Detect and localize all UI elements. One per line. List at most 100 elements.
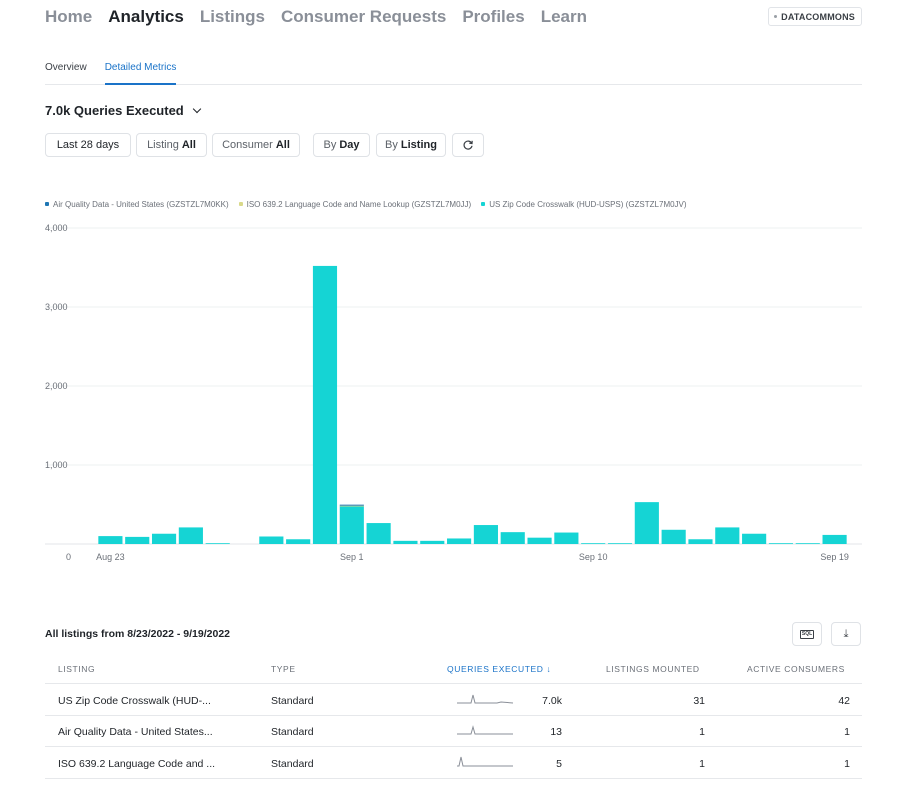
bar[interactable] <box>795 543 820 545</box>
date-range-button[interactable]: Last 28 days <box>45 133 131 157</box>
account-dot-icon <box>774 15 778 18</box>
bar[interactable] <box>447 538 472 544</box>
y-tick-label: 3,000 <box>45 302 68 312</box>
refresh-button[interactable] <box>452 133 484 157</box>
download-icon: ⤓ <box>843 627 849 640</box>
subtabs: Overview Detailed Metrics <box>45 60 862 85</box>
bar[interactable] <box>339 506 364 544</box>
group-by-day-button[interactable]: By Day <box>313 133 370 157</box>
cell-listing[interactable]: ISO 639.2 Language Code and ... <box>58 758 216 770</box>
legend-item[interactable]: US Zip Code Crosswalk (HUD-USPS) (GZSTZL… <box>481 200 687 209</box>
account-label: DATACOMMONS <box>781 11 855 22</box>
bar[interactable] <box>259 536 284 544</box>
cell-type: Standard <box>271 695 314 707</box>
metric-selector[interactable]: 7.0k Queries Executed <box>45 101 201 119</box>
cell-consumers: 1 <box>844 726 850 738</box>
download-button[interactable]: ⤓ <box>831 622 861 646</box>
bar[interactable] <box>286 539 311 544</box>
x-tick-label: Sep 1 <box>340 552 364 562</box>
col-header-mounted[interactable]: LISTINGS MOUNTED <box>606 664 700 674</box>
x-tick-label: Sep 19 <box>820 552 849 562</box>
cell-consumers: 42 <box>838 695 850 707</box>
chart-legend: Air Quality Data - United States (GZSTZL… <box>45 198 687 210</box>
bar[interactable] <box>366 523 391 544</box>
cell-type: Standard <box>271 758 314 770</box>
bar[interactable] <box>98 536 123 544</box>
nav-home[interactable]: Home <box>45 7 93 26</box>
bar[interactable] <box>634 502 659 544</box>
refresh-icon <box>463 140 473 150</box>
bar[interactable] <box>339 505 364 507</box>
cell-consumers: 1 <box>844 758 850 770</box>
nav-listings[interactable]: Listings <box>199 7 265 26</box>
metric-selector-label: 7.0k Queries Executed <box>45 102 184 118</box>
legend-swatch-zip <box>481 202 486 206</box>
legend-item[interactable]: ISO 639.2 Language Code and Name Lookup … <box>238 199 472 209</box>
date-range-label: Last 28 days <box>56 139 120 151</box>
queries-bar-chart: 0 1,000 2,000 3,000 4,000 Aug 23 Sep 1 Sep 10 Se… <box>45 223 862 562</box>
legend-label: Air Quality Data - United States (GZSTZL… <box>53 199 229 209</box>
account-switcher[interactable]: DATACOMMONS <box>768 7 862 26</box>
col-header-listing[interactable]: LISTING <box>58 664 96 674</box>
bar[interactable] <box>473 525 498 544</box>
bar[interactable] <box>688 539 713 544</box>
bar[interactable] <box>393 540 418 544</box>
bar[interactable] <box>125 536 150 544</box>
cell-queries: 5 <box>556 758 562 770</box>
cell-listing[interactable]: US Zip Code Crosswalk (HUD-... <box>58 695 211 707</box>
legend-item[interactable]: Air Quality Data - United States (GZSTZL… <box>45 200 229 209</box>
nav-analytics[interactable]: Analytics <box>108 7 184 26</box>
listing-filter-button[interactable]: Listing All <box>136 133 207 157</box>
bar[interactable] <box>581 543 606 545</box>
bar[interactable] <box>420 540 445 544</box>
sparkline <box>457 756 513 767</box>
listing-filter-label: Listing <box>147 139 179 151</box>
table-row[interactable]: Air Quality Data - United States... Stand… <box>45 716 862 747</box>
nav-learn[interactable]: Learn <box>540 7 587 26</box>
nav-profiles[interactable]: Profiles <box>462 7 525 26</box>
bar[interactable] <box>768 543 794 545</box>
sparkline <box>457 725 513 735</box>
cell-mounted: 1 <box>699 758 705 770</box>
bar[interactable] <box>742 533 767 544</box>
split-by-value: Listing <box>400 139 437 151</box>
bar[interactable] <box>715 527 740 544</box>
cell-mounted: 1 <box>699 726 705 738</box>
bar[interactable] <box>822 534 847 544</box>
col-header-type[interactable]: TYPE <box>271 664 296 674</box>
bar[interactable] <box>527 537 552 544</box>
legend-label: ISO 639.2 Language Code and Name Lookup … <box>246 199 472 209</box>
bar[interactable] <box>661 529 686 544</box>
sql-export-button[interactable]: SQL <box>792 622 822 646</box>
x-tick-label: Sep 10 <box>579 552 608 562</box>
bar[interactable] <box>339 504 364 506</box>
bar[interactable] <box>151 533 177 544</box>
tab-overview[interactable]: Overview <box>45 62 87 73</box>
consumer-filter-button[interactable]: Consumer All <box>212 133 300 157</box>
cell-listing[interactable]: Air Quality Data - United States... <box>58 726 213 738</box>
group-by-label: By <box>323 139 337 151</box>
top-nav: Home Analytics Listings Consumer Request… <box>45 6 587 28</box>
nav-consumer-requests[interactable]: Consumer Requests <box>281 7 447 26</box>
cell-type: Standard <box>271 726 314 738</box>
col-header-queries[interactable]: QUERIES EXECUTED ↓ <box>447 664 551 674</box>
bar[interactable] <box>607 543 633 545</box>
group-by-value: Day <box>339 139 360 151</box>
tab-detailed-metrics[interactable]: Detailed Metrics <box>104 60 177 85</box>
table-row[interactable]: ISO 639.2 Language Code and ... Standard 5… <box>45 748 862 779</box>
cell-queries: 7.0k <box>542 695 562 707</box>
table-row[interactable]: US Zip Code Crosswalk (HUD-... Standard 7.… <box>45 685 862 716</box>
col-header-consumers[interactable]: ACTIVE CONSUMERS <box>747 664 845 674</box>
bar[interactable] <box>500 532 525 544</box>
cell-queries: 13 <box>550 726 562 738</box>
bar[interactable] <box>205 543 230 545</box>
x-tick-label: Aug 23 <box>96 552 125 562</box>
bar[interactable] <box>178 527 203 544</box>
chevron-down-icon <box>192 104 201 113</box>
bar[interactable] <box>312 265 338 544</box>
listing-filter-value: All <box>181 139 196 151</box>
legend-swatch-air <box>45 202 49 206</box>
split-by-listing-button[interactable]: By Listing <box>376 133 446 157</box>
bar[interactable] <box>554 532 579 544</box>
y-tick-label: 0 <box>66 552 71 562</box>
